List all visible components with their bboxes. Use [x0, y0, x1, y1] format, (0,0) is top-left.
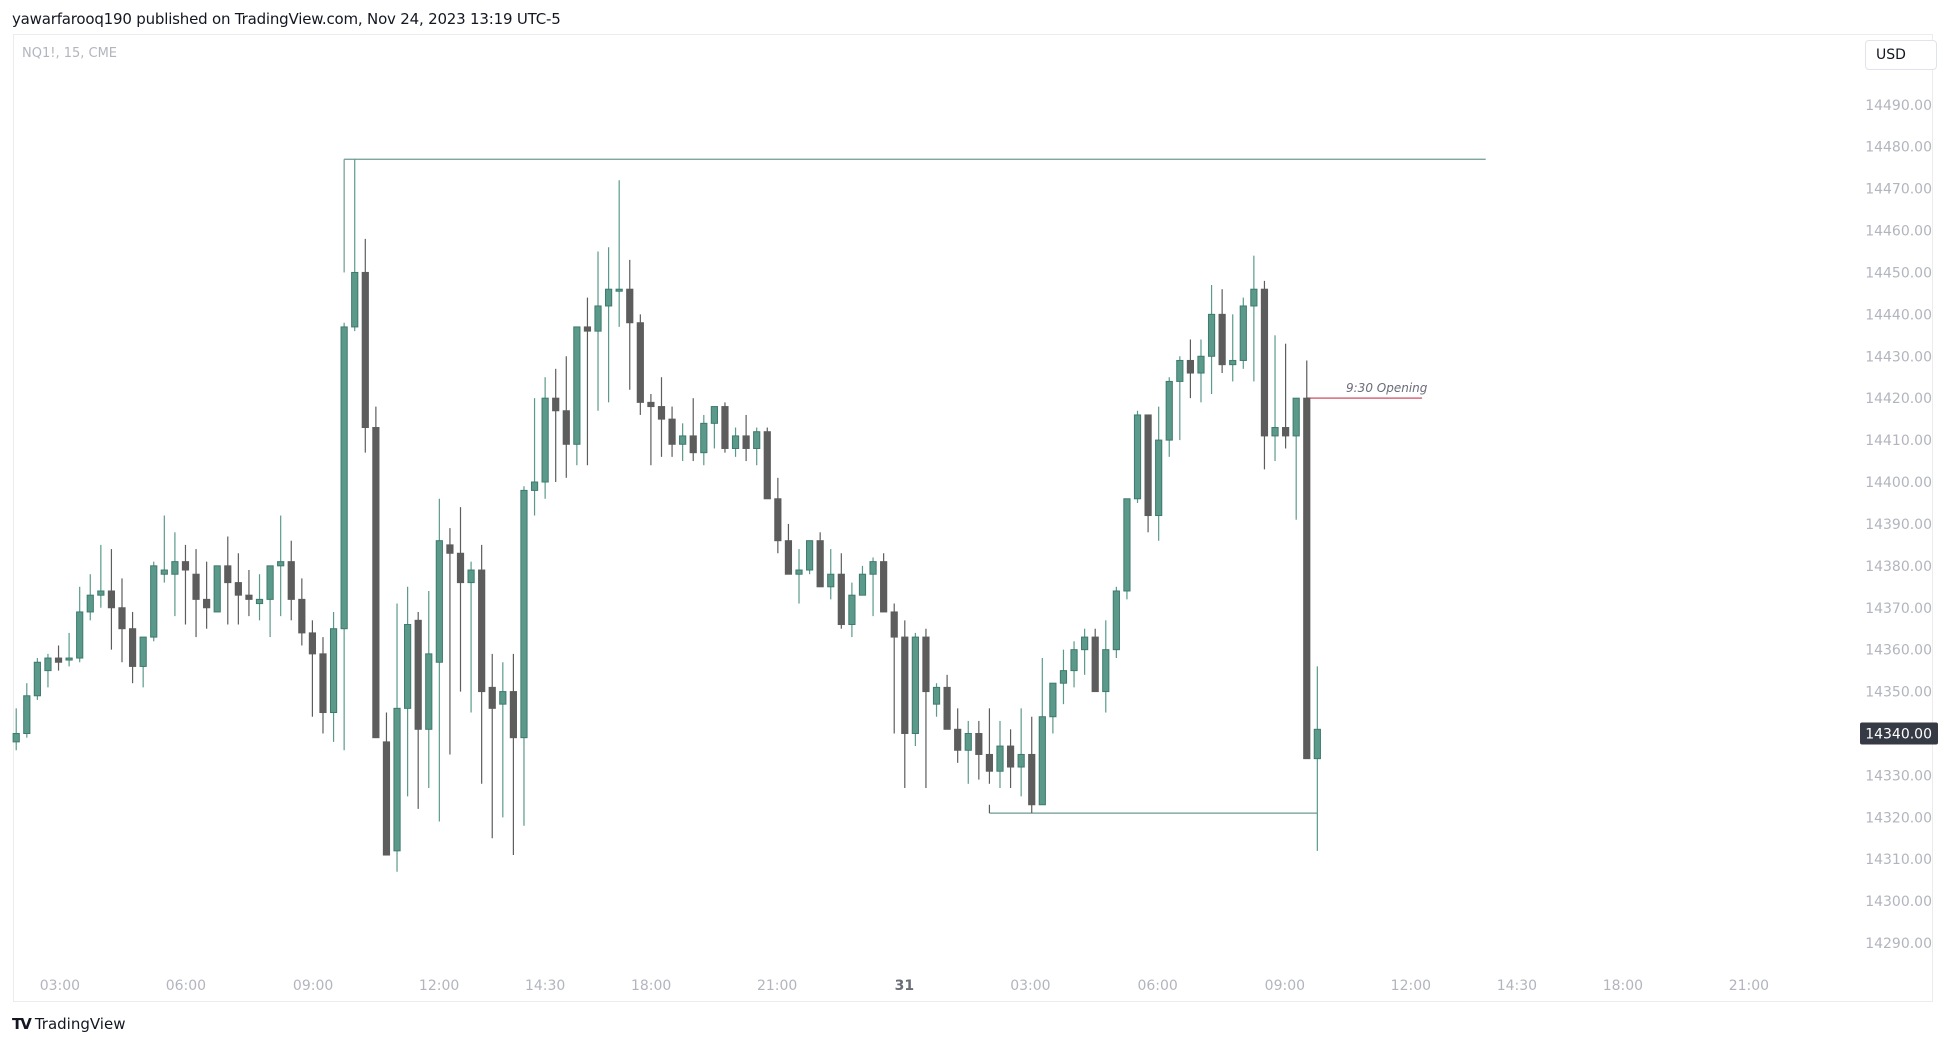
chart-pane[interactable] [13, 34, 1933, 1002]
tradingview-brand-label: TradingView [34, 1015, 126, 1033]
footer-brand[interactable]: TV TradingView [12, 1015, 125, 1033]
publisher-attribution: yawarfarooq190 published on TradingView.… [12, 10, 561, 28]
currency-button[interactable]: USD [1865, 40, 1937, 70]
tradingview-logo-icon: TV [12, 1015, 32, 1033]
symbol-label: NQ1!, 15, CME [22, 46, 118, 61]
